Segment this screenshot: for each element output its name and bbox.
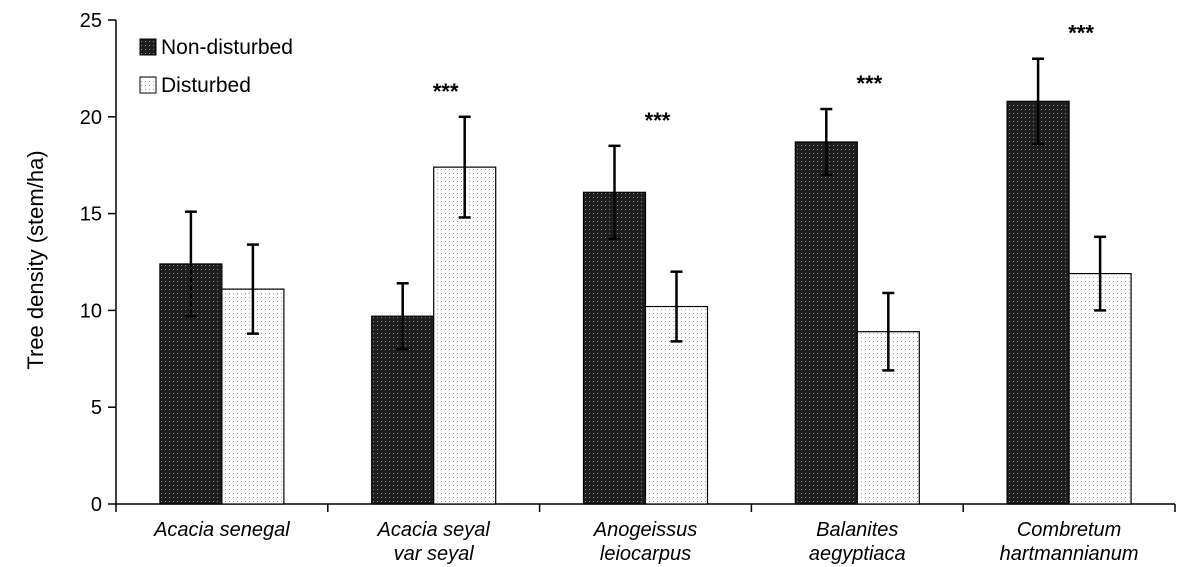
significance-marker: ***	[645, 108, 671, 133]
bar-non-disturbed-4	[1006, 100, 1070, 505]
y-axis-title: Tree density (stem/ha)	[23, 150, 48, 369]
y-tick-label: 5	[91, 397, 102, 419]
bars: *** *** *** ***	[159, 21, 1132, 505]
x-category-label: Acacia senegal	[153, 519, 290, 541]
y-tick-label: 0	[91, 494, 102, 516]
x-category-label: Anogeissus	[593, 519, 697, 541]
y-tick-label: 25	[80, 10, 102, 32]
significance-marker: ***	[1068, 21, 1094, 46]
x-category-label: leiocarpus	[600, 543, 691, 565]
legend-swatch-non-disturbed	[139, 38, 157, 56]
bar-disturbed-3	[856, 331, 920, 505]
y-tick-label: 15	[80, 204, 102, 226]
significance-marker: ***	[856, 71, 882, 96]
x-category-label: Combretum	[1017, 519, 1121, 541]
y-axis: 0 5 10 15 20 25	[80, 10, 117, 516]
legend-swatch-disturbed	[139, 76, 157, 94]
x-axis	[115, 503, 1176, 512]
x-category-label: Acacia seyal	[377, 519, 491, 541]
x-category-label: var seyal	[394, 543, 475, 565]
legend-label-disturbed: Disturbed	[161, 74, 251, 97]
y-tick-label: 10	[80, 300, 102, 322]
bar-disturbed-4	[1068, 273, 1132, 505]
legend-label-non-disturbed: Non-disturbed	[161, 36, 293, 59]
bar-disturbed-1	[433, 166, 497, 505]
x-category-label: aegyptiaca	[809, 543, 906, 565]
x-category-label: Balanites	[816, 519, 898, 541]
y-tick-label: 20	[80, 107, 102, 129]
legend: Non-disturbed Disturbed	[139, 36, 293, 97]
x-category-label: hartmannianum	[1000, 543, 1139, 565]
bar-non-disturbed-3	[794, 141, 858, 505]
significance-marker: ***	[433, 79, 459, 104]
